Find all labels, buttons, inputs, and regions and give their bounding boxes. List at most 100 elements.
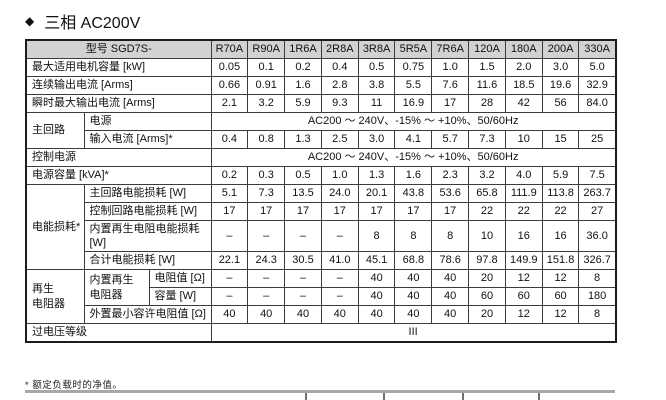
value-cell: 5.9 — [541, 165, 580, 185]
spec-row: 控制回路电能损耗 [W] 17 17 17 17 17 17 17 22 22 22 27 — [26, 201, 617, 221]
next-table-top-edge — [25, 390, 615, 400]
value-cell: 40 — [431, 269, 470, 289]
value-cell: 84.0 — [578, 93, 617, 113]
value-cell: 16 — [541, 219, 580, 253]
next-table-column-divider — [538, 393, 540, 400]
row-label-cell: 电源容量 [kVA]* — [25, 165, 212, 185]
value-cell: 24.3 — [247, 251, 286, 271]
value-cell: 20 — [468, 269, 506, 289]
spec-table-container: 型号 SGD7S- R70A R90A 1R6A 2R8A 3R8A 5R5A 7R6A 120… — [25, 39, 617, 343]
model-header-row: 型号 SGD7S- R70A R90A 1R6A 2R8A 3R8A 5R5A 7R6A 120… — [25, 39, 617, 59]
value-cell: 78.6 — [431, 251, 470, 271]
spec-row: 瞬时最大输出电流 [Arms] 2.1 3.2 5.9 9.3 11 16.9 17 28 42 5… — [25, 93, 617, 113]
value-cell: 0.66 — [210, 75, 249, 95]
footnote: * 额定负载时的净值。 — [25, 380, 123, 391]
value-cell: 41.0 — [320, 251, 359, 271]
value-cell: 32.9 — [578, 75, 617, 95]
value-cell: 10 — [468, 219, 506, 253]
value-cell: 16 — [504, 219, 543, 253]
value-cell: 25 — [578, 129, 617, 149]
value-cell: – — [320, 219, 359, 253]
model-column-header: 1R6A — [284, 39, 322, 59]
value-cell: 5.0 — [578, 57, 617, 77]
model-row-header-label: 型号 SGD7S- — [25, 39, 212, 59]
value-cell: 2.0 — [504, 57, 543, 77]
value-cell: 3.2 — [468, 165, 506, 185]
value-cell: 22 — [504, 201, 543, 221]
value-cell: 263.7 — [578, 183, 617, 203]
value-cell: 53.6 — [431, 183, 470, 203]
value-cell: 111.9 — [504, 183, 543, 203]
value-cell: 17 — [320, 201, 359, 221]
row-label-cell: 最大适用电机容量 [kW] — [25, 57, 212, 77]
value-cell: 60 — [541, 287, 580, 307]
value-cell: 40 — [357, 305, 396, 325]
value-cell: 2.8 — [320, 75, 359, 95]
value-cell: 0.4 — [210, 129, 249, 149]
value-cell: 5.9 — [284, 93, 322, 113]
value-cell: 36.0 — [578, 219, 617, 253]
value-cell: 0.91 — [247, 75, 286, 95]
value-cell: 2.1 — [210, 93, 249, 113]
value-cell: 326.7 — [578, 251, 617, 271]
value-cell: 12 — [504, 269, 543, 289]
value-cell: 65.8 — [468, 183, 506, 203]
value-cell: 8 — [431, 219, 470, 253]
value-cell: 7.3 — [468, 129, 506, 149]
merged-value-cell: AC200 ～ 240V、-15% ～ +10%、50/60Hz — [210, 147, 617, 167]
diamond-bullet-icon: ◆ — [25, 14, 35, 28]
value-cell: – — [320, 269, 359, 289]
value-cell: 0.2 — [284, 57, 322, 77]
spec-row: 容量 [W] – – – –40 40 40 60 60 60 180 — [26, 287, 617, 307]
value-cell: 180 — [578, 287, 617, 307]
value-cell: 4.1 — [394, 129, 433, 149]
value-cell: 0.75 — [394, 57, 433, 77]
value-cell: – — [247, 219, 286, 253]
value-cell: 24.0 — [320, 183, 359, 203]
value-cell: 28 — [468, 93, 506, 113]
value-cell: 20.1 — [357, 183, 396, 203]
value-cell: 0.1 — [247, 57, 286, 77]
next-table-column-divider — [462, 393, 464, 400]
spec-row: 连续输出电流 [Arms] 0.66 0.91 1.6 2.8 3.8 5.5 7.6 11.6… — [25, 75, 617, 95]
value-cell: – — [284, 269, 322, 289]
row-label-cell: 输入电流 [Arms]* — [83, 129, 212, 149]
spec-row: 输入电流 [Arms]* 0.4 0.8 1.3 2.5 3.0 4.1 5.7 7.3 10 15… — [26, 129, 617, 149]
value-cell: 40 — [284, 305, 322, 325]
value-cell: 12 — [541, 305, 580, 325]
spec-row: 控制电源 AC200 ～ 240V、-15% ～ +10%、50/60Hz — [25, 147, 617, 167]
value-cell: 27 — [578, 201, 617, 221]
page-title: ◆ 三相 AC200V — [25, 9, 140, 33]
value-cell: 0.5 — [357, 57, 396, 77]
value-cell: – — [210, 287, 249, 307]
value-cell: 0.3 — [247, 165, 286, 185]
value-cell: 113.8 — [541, 183, 580, 203]
value-cell: 149.9 — [504, 251, 543, 271]
value-cell: 30.5 — [284, 251, 322, 271]
value-cell: 19.6 — [541, 75, 580, 95]
value-cell: 8 — [578, 305, 617, 325]
value-cell: 151.8 — [541, 251, 580, 271]
row-label-cell: 电阻值 [Ω] — [148, 269, 212, 289]
spec-row: 合计电能损耗 [W] 22.1 24.3 30.5 41.0 45.1 68.8 78.6 97… — [26, 251, 617, 271]
value-cell: 1.5 — [468, 57, 506, 77]
value-cell: 40 — [247, 305, 286, 325]
merged-value-cell: III — [210, 323, 617, 343]
value-cell: 17 — [431, 201, 470, 221]
value-cell: 11 — [357, 93, 396, 113]
value-cell: 45.1 — [357, 251, 396, 271]
row-label-cell: 主回路电能损耗 [W] — [83, 183, 212, 203]
row-label-cell: 外置最小容许电阻值 [Ω] — [83, 305, 212, 325]
value-cell: 3.8 — [357, 75, 396, 95]
value-cell: 17 — [357, 201, 396, 221]
spec-table-body: 最大适用电机容量 [kW] 0.05 0.1 0.2 0.4 0.5 0.75 1.0 1.5 2… — [25, 57, 617, 343]
value-cell: – — [210, 219, 249, 253]
page-title-text: 三相 AC200V — [44, 15, 141, 32]
model-column-header: 7R6A — [431, 39, 470, 59]
value-cell: 60 — [504, 287, 543, 307]
value-cell: 68.8 — [394, 251, 433, 271]
value-cell: 12 — [504, 305, 543, 325]
value-cell: 17 — [210, 201, 249, 221]
value-cell: 40 — [357, 287, 396, 307]
value-cell: 12 — [541, 269, 580, 289]
